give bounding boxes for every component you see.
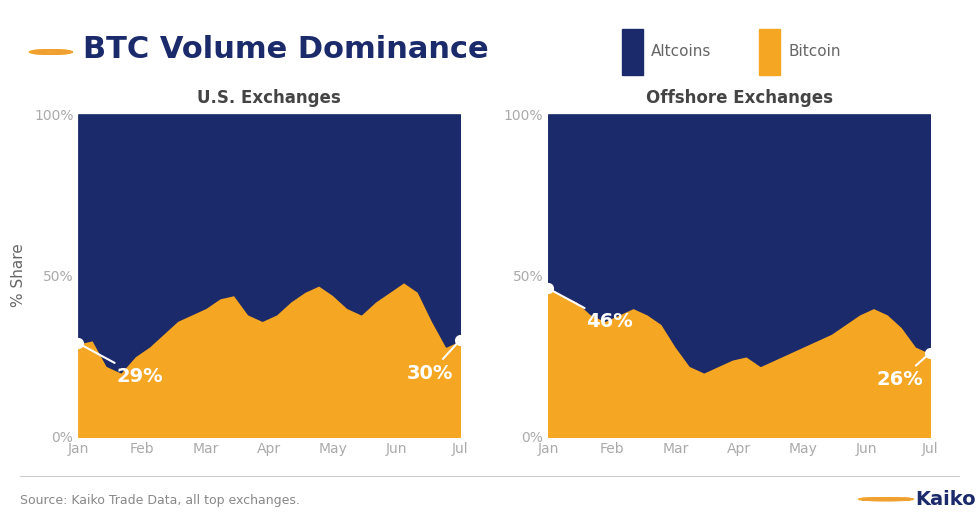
Text: 29%: 29% <box>80 345 163 386</box>
Y-axis label: % Share: % Share <box>11 244 25 307</box>
Text: Bitcoin: Bitcoin <box>787 45 840 59</box>
Text: Altcoins: Altcoins <box>650 45 711 59</box>
Wedge shape <box>32 50 72 54</box>
Title: Offshore Exchanges: Offshore Exchanges <box>645 89 832 107</box>
Wedge shape <box>29 50 69 54</box>
Bar <box>621 29 643 75</box>
Text: BTC Volume Dominance: BTC Volume Dominance <box>83 35 488 64</box>
Title: U.S. Exchanges: U.S. Exchanges <box>198 89 340 107</box>
Text: Source: Kaiko Trade Data, all top exchanges.: Source: Kaiko Trade Data, all top exchan… <box>20 494 299 506</box>
Wedge shape <box>862 498 912 501</box>
Text: 46%: 46% <box>550 290 633 331</box>
Text: 30%: 30% <box>406 342 458 383</box>
Bar <box>758 29 779 75</box>
Text: 26%: 26% <box>875 355 927 389</box>
Text: Kaiko: Kaiko <box>914 490 975 509</box>
Wedge shape <box>858 498 909 501</box>
